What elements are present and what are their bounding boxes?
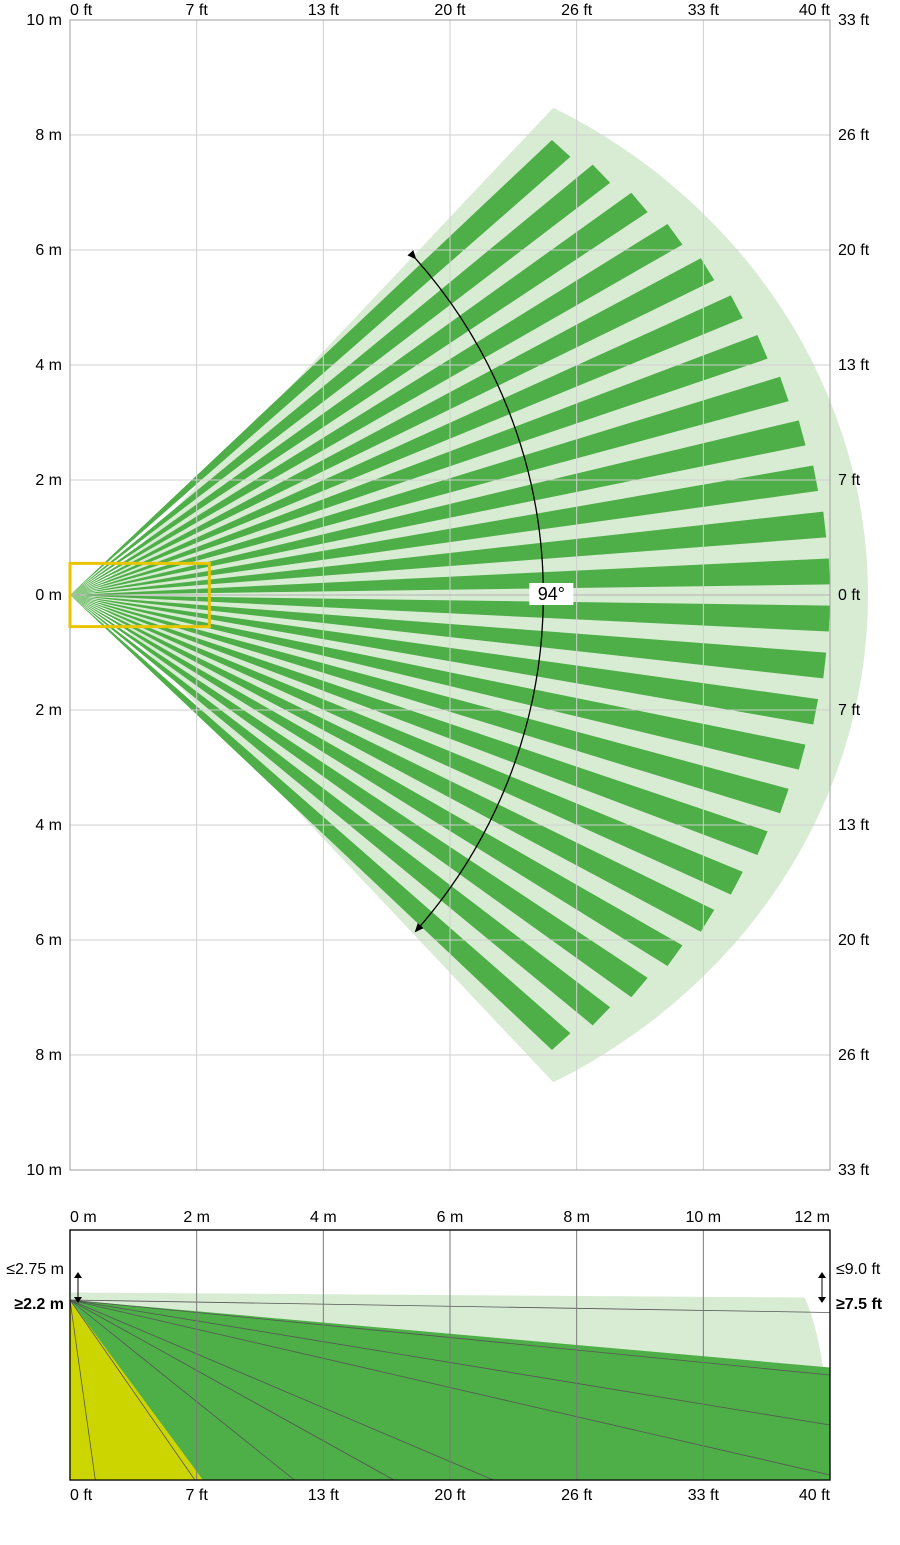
side-bottom-axis-label: 20 ft [434, 1487, 466, 1504]
right-axis-ft-label: 7 ft [838, 702, 861, 719]
side-bottom-axis-label: 0 ft [70, 1487, 93, 1504]
detection-side-view: 0 m 2 m 4 m 6 m 8 m 10 m 12 m 0 ft 7 ft 13 ft 20 f… [0, 1200, 900, 1545]
side-bottom-axis-label: 26 ft [561, 1487, 593, 1504]
left-axis-m-label: 6 m [35, 242, 62, 259]
right-axis-ft-label: 13 ft [838, 817, 870, 834]
right-axis-ft-label: 26 ft [838, 127, 870, 144]
side-top-axis-label: 10 m [686, 1209, 722, 1226]
right-axis-ft-label: 20 ft [838, 932, 870, 949]
top-axis-ft-label: 33 ft [688, 2, 720, 19]
side-top-axis-label: 6 m [437, 1209, 464, 1226]
mount-height-upper-m: ≤2.75 m [6, 1261, 64, 1278]
top-axis-ft-label: 7 ft [186, 2, 209, 19]
top-axis-ft-label: 40 ft [799, 2, 831, 19]
right-axis-ft-label: 13 ft [838, 357, 870, 374]
field-angle-label: 94° [538, 584, 565, 604]
top-axis-ft-label: 20 ft [434, 2, 466, 19]
left-axis-m-label: 10 m [26, 12, 62, 29]
left-axis-m-label: 8 m [35, 127, 62, 144]
side-bottom-axis-label: 7 ft [186, 1487, 209, 1504]
side-bottom-axis-label: 40 ft [799, 1487, 831, 1504]
left-axis-m-label: 6 m [35, 932, 62, 949]
mount-height-upper-ft: ≤9.0 ft [836, 1261, 881, 1278]
right-axis-ft-label: 7 ft [838, 472, 861, 489]
side-bottom-axis-label: 13 ft [308, 1487, 340, 1504]
left-axis-m-label: 2 m [35, 702, 62, 719]
side-top-axis-label: 8 m [563, 1209, 590, 1226]
top-axis-ft-label: 0 ft [70, 2, 93, 19]
mount-height-lower-ft: ≥7.5 ft [836, 1296, 883, 1313]
right-axis-ft-label: 26 ft [838, 1047, 870, 1064]
left-axis-m-label: 4 m [35, 817, 62, 834]
side-top-axis-label: 4 m [310, 1209, 337, 1226]
right-axis-ft-label: 33 ft [838, 12, 870, 29]
top-axis-ft-label: 26 ft [561, 2, 593, 19]
right-axis-ft-label: 33 ft [838, 1162, 870, 1179]
side-bottom-axis-label: 33 ft [688, 1487, 720, 1504]
left-axis-m-label: 8 m [35, 1047, 62, 1064]
side-top-axis-label: 12 m [794, 1209, 830, 1226]
left-axis-m-label: 10 m [26, 1162, 62, 1179]
left-axis-m-label: 4 m [35, 357, 62, 374]
side-top-axis-label: 0 m [70, 1209, 97, 1226]
right-axis-ft-label: 0 ft [838, 587, 861, 604]
detection-fan-top-view: 94° 0 ft 7 ft 13 ft 20 ft 26 ft 33 ft 40 ft 10 m… [0, 0, 900, 1200]
mount-height-lower-m: ≥2.2 m [14, 1296, 64, 1313]
side-top-axis-label: 2 m [183, 1209, 210, 1226]
left-axis-m-label: 0 m [35, 587, 62, 604]
right-axis-ft-label: 20 ft [838, 242, 870, 259]
top-axis-ft-label: 13 ft [308, 2, 340, 19]
left-axis-m-label: 2 m [35, 472, 62, 489]
